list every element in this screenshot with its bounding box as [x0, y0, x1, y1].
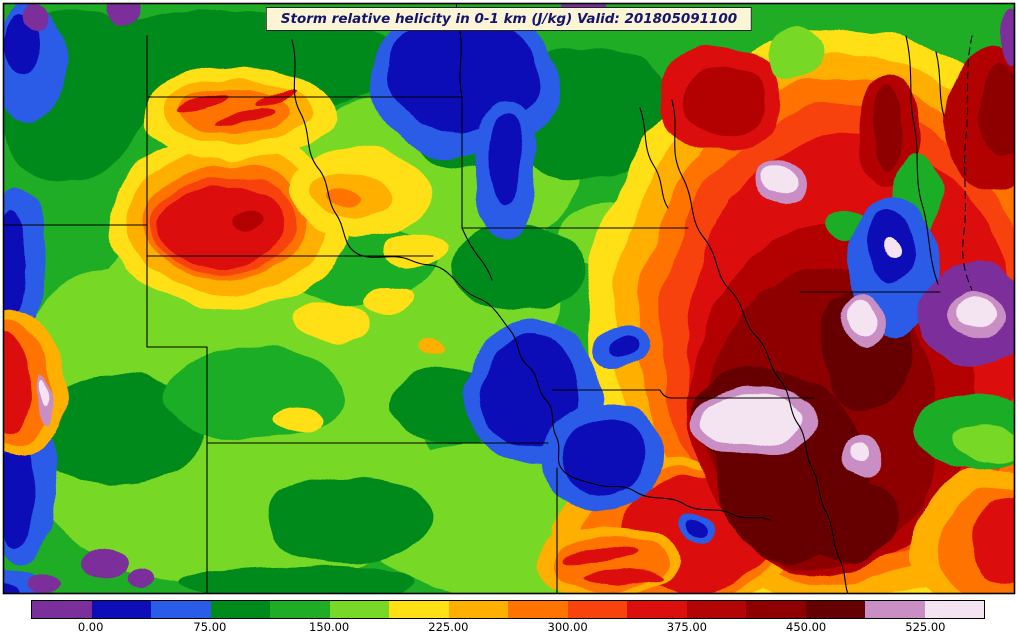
colorbar-segment — [508, 601, 568, 618]
colorbar-segment — [210, 601, 270, 618]
plot-title: Storm relative helicity in 0-1 km (J/kg)… — [280, 11, 738, 27]
colorbar — [31, 600, 985, 619]
colorbar-tick-label: 225.00 — [428, 620, 469, 634]
map-canvas — [2, 2, 1016, 595]
title-box: Storm relative helicity in 0-1 km (J/kg)… — [265, 7, 753, 31]
colorbar-tick-label: 300.00 — [547, 620, 588, 634]
colorbar-segment — [865, 601, 925, 618]
helicity-map — [2, 2, 1016, 595]
missouri-river — [291, 39, 771, 521]
colorbar-segment — [567, 601, 627, 618]
colorbar-segment — [91, 601, 151, 618]
lake-michigan-west-shore — [905, 35, 939, 285]
colorbar-tick-label: 0.00 — [77, 620, 104, 634]
lake-michigan-east-shore — [962, 35, 973, 291]
colorbar-tick-label: 150.00 — [309, 620, 350, 634]
colorbar-segment — [448, 601, 508, 618]
colorbar-tick-label: 375.00 — [666, 620, 707, 634]
colorbar-segment — [805, 601, 865, 618]
colorbar-tick-label: 75.00 — [193, 620, 227, 634]
map-frame — [2, 2, 1016, 595]
colorbar-segment — [389, 601, 449, 618]
colorbar-segment — [627, 601, 687, 618]
colorbar-segment — [270, 601, 330, 618]
contour-blobs — [4, 4, 1014, 593]
colorbar-tick-label: 525.00 — [905, 620, 946, 634]
colorbar-segment — [686, 601, 746, 618]
colorbar-segment — [151, 601, 211, 618]
colorbar-segment — [924, 601, 984, 618]
colorbar-segment — [32, 601, 92, 618]
state-borders — [4, 4, 973, 593]
colorbar-segment — [329, 601, 389, 618]
colorbar-ticks: 0.00 75.00 150.00 225.00 300.00 375.00 450.00 5… — [31, 620, 985, 634]
mississippi-river — [671, 99, 849, 593]
colorbar-tick-label: 450.00 — [786, 620, 827, 634]
colorbar-segment — [746, 601, 806, 618]
